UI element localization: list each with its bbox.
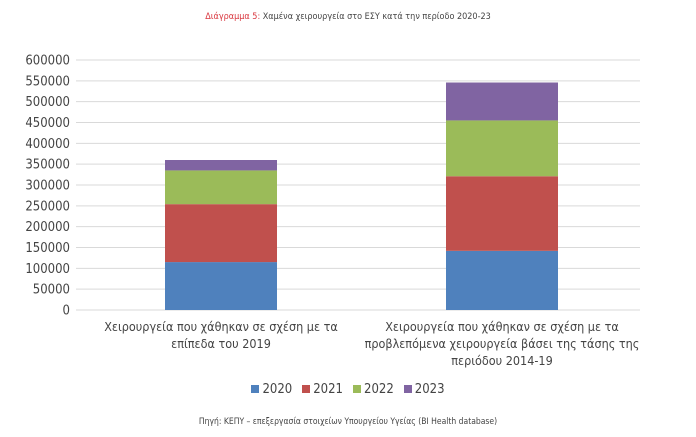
y-tick-label: 200000	[25, 220, 70, 235]
x-category-label: Χειρουργεία που χάθηκαν σε σχέση με τα επ…	[81, 318, 361, 352]
legend-label: 2023	[414, 382, 445, 397]
legend-label: 2022	[364, 382, 394, 397]
legend-item-2022: 2022	[353, 382, 394, 397]
bar-segment-2023	[165, 160, 277, 171]
chart-title: Διάγραμμα 5: Χαμένα χειρουργεία στο ΕΣΥ …	[0, 12, 696, 22]
legend-swatch	[353, 385, 361, 393]
x-category-label-line: Χειρουργεία που χάθηκαν σε σχέση με τα	[385, 319, 619, 334]
y-tick-label: 250000	[25, 199, 70, 214]
chart-title-prefix: Διάγραμμα 5:	[205, 12, 261, 22]
y-tick-label: 300000	[25, 179, 70, 194]
legend-label: 2020	[262, 382, 293, 397]
legend-item-2020: 2020	[251, 382, 292, 397]
x-category-label: Χειρουργεία που χάθηκαν σε σχέση με τα πρ…	[362, 318, 642, 369]
y-tick-label: 450000	[25, 116, 70, 131]
chart-title-text: Χαμένα χειρουργεία στο ΕΣΥ κατά την περί…	[262, 12, 491, 22]
legend-swatch	[302, 385, 311, 393]
y-tick-label: 150000	[25, 241, 70, 256]
x-category-label-line: Χειρουργεία που χάθηκαν σε σχέση με τα	[104, 319, 338, 334]
legend-swatch	[251, 385, 260, 393]
y-tick-label: 350000	[25, 158, 70, 173]
bar-segment-2022	[165, 170, 277, 205]
bar-segment-2021	[165, 204, 277, 263]
y-tick-label: 500000	[25, 95, 70, 110]
legend-item-2021: 2021	[302, 382, 343, 397]
y-tick-label: 400000	[25, 137, 70, 152]
legend: 2020 2021 2022 2023	[0, 382, 696, 397]
y-tick-label: 600000	[25, 54, 70, 69]
x-category-label-line: περιόδου 2014-19	[451, 353, 553, 368]
bar-segment-2022	[446, 120, 558, 177]
y-tick-label: 0	[63, 304, 70, 319]
source-note: Πηγή: ΚΕΠΥ – επεξεργασία στοιχείων Υπουρ…	[198, 417, 498, 427]
x-category-label-line: επίπεδα του 2019	[171, 336, 271, 351]
bar-segment-2020	[165, 262, 277, 310]
legend-item-2023: 2023	[403, 382, 445, 397]
legend-swatch	[403, 385, 412, 393]
y-tick-label: 50000	[33, 283, 70, 298]
legend-label: 2021	[313, 382, 343, 397]
x-category-label-line: προβλεπόμενα χειρουργεία βάσει της τάσης…	[364, 336, 640, 351]
bar-segment-2020	[446, 250, 558, 310]
y-tick-label: 550000	[25, 74, 70, 89]
y-tick-label: 100000	[25, 262, 70, 277]
bar-segment-2021	[446, 176, 558, 251]
bar-segment-2023	[446, 82, 558, 121]
